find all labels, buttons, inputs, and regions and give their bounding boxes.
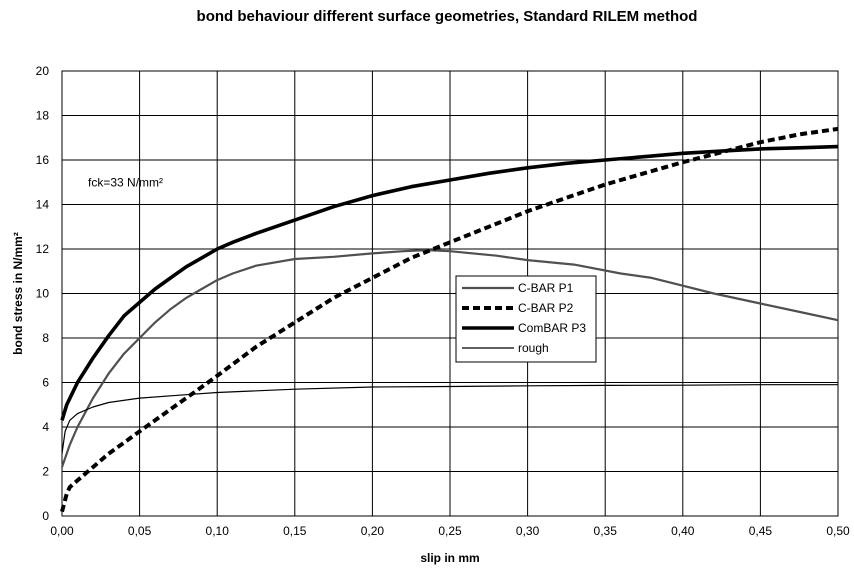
x-tick-label: 0,20 [361,524,385,538]
grid [61,70,839,517]
x-tick-label: 0,35 [594,524,618,538]
x-tick-label: 0,45 [749,524,773,538]
annotation-fck: fck=33 N/mm² [88,175,163,189]
x-tick-label: 0,05 [128,524,152,538]
y-tick-label: 18 [36,109,50,123]
y-tick-label: 10 [36,287,50,301]
series-line-c-bar-p2 [60,126,839,513]
series-lines [60,126,839,513]
y-tick-label: 14 [36,198,50,212]
x-tick-label: 0,10 [206,524,230,538]
y-tick-labels: 0 2 4 6 8 10 12 14 16 18 20 [36,64,50,523]
legend: C-BAR P1 C-BAR P2 ComBAR P3 rough [455,275,597,363]
legend-label: rough [518,341,549,355]
y-tick-label: 2 [42,465,49,479]
chart-title: bond behaviour different surface geometr… [196,8,698,25]
x-tick-label: 0,15 [283,524,307,538]
series-line-combar-p3 [60,144,839,421]
x-axis-label: slip in mm [420,551,479,565]
legend-label: C-BAR P1 [518,281,574,295]
y-tick-label: 4 [42,420,49,434]
series-line-c-bar-p1 [60,249,839,468]
x-tick-label: 0,30 [516,524,540,538]
y-tick-label: 6 [42,376,49,390]
x-tick-labels: 0,00 0,05 0,10 0,15 0,20 0,25 0,30 0,35 0,40 0,45… [50,524,850,538]
y-tick-label: 8 [42,331,49,345]
x-tick-label: 0,25 [438,524,462,538]
y-tick-label: 0 [42,509,49,523]
legend-label: ComBAR P3 [518,321,586,335]
x-tick-label: 0,40 [671,524,695,538]
y-tick-label: 16 [36,153,50,167]
legend-label: C-BAR P2 [518,301,574,315]
y-tick-label: 20 [36,64,50,78]
x-tick-label: 0,00 [50,524,74,538]
series-line-rough [61,384,838,454]
y-axis-label: bond stress in N/mm² [11,232,25,355]
y-tick-label: 12 [36,242,50,256]
x-tick-label: 0,50 [826,524,850,538]
plot-frame [61,70,839,517]
